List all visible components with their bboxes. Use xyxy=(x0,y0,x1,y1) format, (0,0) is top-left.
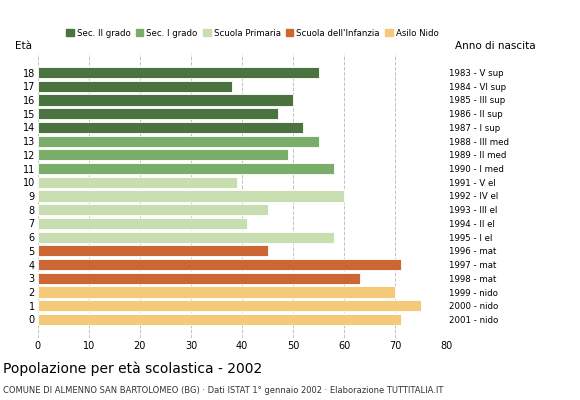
Text: Età: Età xyxy=(15,41,32,51)
Bar xyxy=(38,122,303,133)
Text: Popolazione per età scolastica - 2002: Popolazione per età scolastica - 2002 xyxy=(3,362,262,376)
Bar xyxy=(38,218,247,229)
Bar xyxy=(38,108,278,119)
Bar xyxy=(38,177,237,188)
Legend: Sec. II grado, Sec. I grado, Scuola Primaria, Scuola dell'Infanzia, Asilo Nido: Sec. II grado, Sec. I grado, Scuola Prim… xyxy=(63,25,442,41)
Bar xyxy=(38,245,268,256)
Bar xyxy=(38,232,334,243)
Text: COMUNE DI ALMENNO SAN BARTOLOMEO (BG) · Dati ISTAT 1° gennaio 2002 · Elaborazion: COMUNE DI ALMENNO SAN BARTOLOMEO (BG) · … xyxy=(3,386,443,395)
Bar xyxy=(38,163,334,174)
Bar xyxy=(38,273,360,284)
Bar xyxy=(38,136,319,147)
Bar xyxy=(38,190,345,202)
Bar xyxy=(38,149,288,160)
Text: Anno di nascita: Anno di nascita xyxy=(455,41,535,51)
Bar xyxy=(38,81,232,92)
Bar xyxy=(38,204,268,215)
Bar xyxy=(38,286,396,298)
Bar xyxy=(38,67,319,78)
Bar xyxy=(38,259,401,270)
Bar xyxy=(38,314,401,325)
Bar xyxy=(38,300,421,311)
Bar xyxy=(38,94,293,106)
